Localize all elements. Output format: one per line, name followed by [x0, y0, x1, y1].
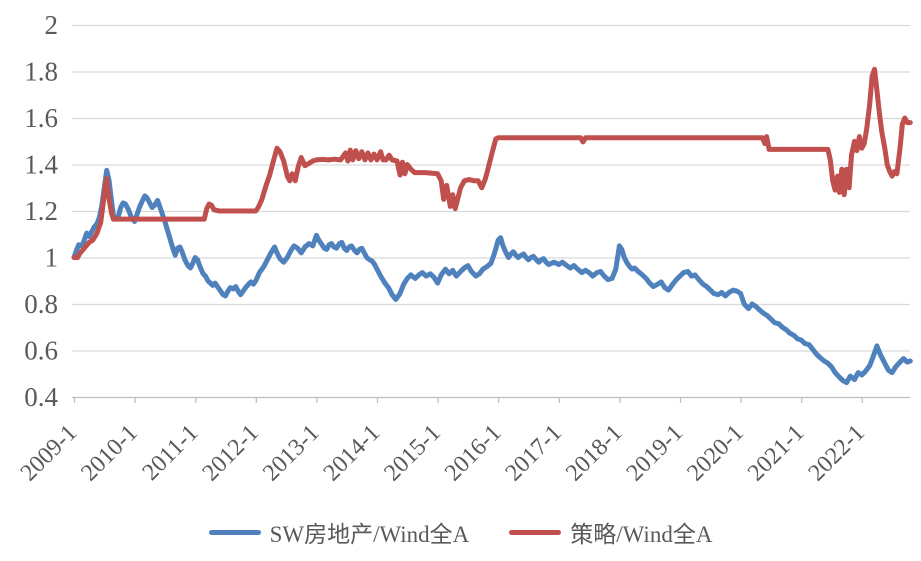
svg-text:2021-1: 2021-1	[743, 420, 809, 486]
svg-text:2012-1: 2012-1	[198, 420, 264, 486]
legend-item-strategy: 策略/Wind全A	[509, 515, 712, 549]
svg-text:1.6: 1.6	[24, 103, 58, 133]
svg-text:2016-1: 2016-1	[440, 420, 506, 486]
svg-text:1: 1	[45, 243, 59, 273]
svg-text:2018-1: 2018-1	[561, 420, 627, 486]
svg-text:2019-1: 2019-1	[622, 420, 688, 486]
legend-line-red-icon	[509, 529, 562, 535]
svg-text:0.4: 0.4	[24, 382, 58, 412]
svg-text:2013-1: 2013-1	[258, 420, 324, 486]
legend: SW房地产/Wind全A 策略/Wind全A	[0, 512, 921, 552]
svg-text:2015-1: 2015-1	[379, 420, 445, 486]
svg-text:2011-1: 2011-1	[138, 420, 204, 486]
svg-text:2009-1: 2009-1	[16, 420, 82, 486]
legend-label-strategy: 策略/Wind全A	[570, 522, 713, 547]
svg-text:2010-1: 2010-1	[76, 420, 142, 486]
svg-text:1.8: 1.8	[24, 57, 58, 87]
svg-text:0.6: 0.6	[24, 336, 58, 366]
svg-text:0.8: 0.8	[24, 289, 58, 319]
svg-text:1.2: 1.2	[24, 196, 58, 226]
legend-label-sw-realestate: SW房地产/Wind全A	[269, 522, 470, 547]
svg-text:1.4: 1.4	[24, 150, 58, 180]
legend-item-sw-realestate: SW房地产/Wind全A	[208, 515, 470, 549]
svg-text:2017-1: 2017-1	[501, 420, 567, 486]
svg-text:2014-1: 2014-1	[319, 420, 385, 486]
svg-text:2020-1: 2020-1	[682, 420, 748, 486]
svg-text:2: 2	[45, 10, 59, 40]
legend-line-blue-icon	[208, 529, 261, 535]
svg-text:2022-1: 2022-1	[804, 420, 870, 486]
